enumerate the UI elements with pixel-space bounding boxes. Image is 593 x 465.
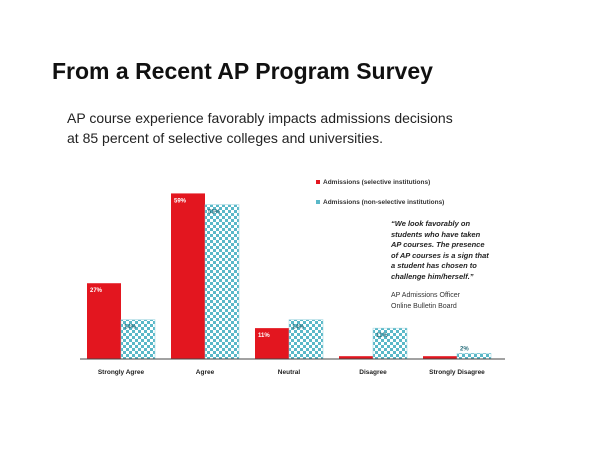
legend-item: Admissions (selective institutions) — [316, 172, 444, 192]
x-tick-label: Disagree — [359, 369, 387, 376]
legend: Admissions (selective institutions) Admi… — [316, 172, 444, 212]
quote-line: “We look favorably on — [391, 219, 471, 228]
bar-neutral-selective — [255, 328, 289, 359]
page-title: From a Recent AP Program Survey — [52, 58, 433, 84]
legend-label: Admissions (selective institutions) — [323, 178, 431, 186]
attribution-line: Online Bulletin Board — [391, 302, 457, 310]
data-label: 11% — [376, 333, 388, 339]
bar-agree-non-selective — [204, 204, 240, 360]
data-label: 14% — [124, 325, 137, 331]
subtitle-line: at 85 percent of selective colleges and … — [67, 130, 383, 146]
x-tick-label: Neutral — [278, 369, 301, 376]
quote: “We look favorably on students who have … — [391, 219, 526, 282]
bar-strongly-agree-selective — [87, 283, 121, 359]
data-label: 27% — [90, 288, 103, 294]
data-label: 14% — [292, 325, 305, 331]
x-tick-label: Strongly Disagree — [429, 369, 485, 376]
legend-swatch-selective — [316, 180, 320, 184]
quote-line: a student has chosen to — [391, 261, 477, 270]
subtitle-line: AP course experience favorably impacts a… — [67, 110, 453, 126]
quote-line: challenge him/herself.” — [391, 271, 474, 281]
quote-line: AP courses. The presence — [391, 240, 485, 249]
x-tick-label: Strongly Agree — [98, 369, 145, 376]
bar-neutral-non-selective — [288, 319, 324, 360]
legend-item: Admissions (non-selective institutions) — [316, 192, 444, 212]
data-label: 55% — [208, 210, 221, 216]
data-label: 2% — [460, 346, 469, 352]
quote-line: students who have taken — [391, 229, 481, 239]
bar-disagree-selective — [339, 356, 373, 359]
subtitle: AP course experience favorably impacts a… — [67, 108, 537, 148]
data-label: 59% — [174, 198, 187, 204]
x-tick-label: Agree — [196, 369, 215, 376]
bar-strongly-disagree-non-selective — [456, 353, 492, 360]
quote-line: of AP courses is a sign that — [391, 250, 489, 260]
data-label: 11% — [258, 333, 270, 339]
bar-strongly-disagree-selective — [423, 356, 457, 359]
legend-label: Admissions (non-selective institutions) — [323, 198, 445, 206]
bar-agree-selective — [171, 193, 205, 359]
attribution: AP Admissions Officer Online Bulletin Bo… — [391, 291, 526, 312]
attribution-line: AP Admissions Officer — [391, 292, 460, 299]
legend-swatch-non-selective — [316, 200, 320, 204]
bar-disagree-non-selective — [372, 327, 408, 360]
